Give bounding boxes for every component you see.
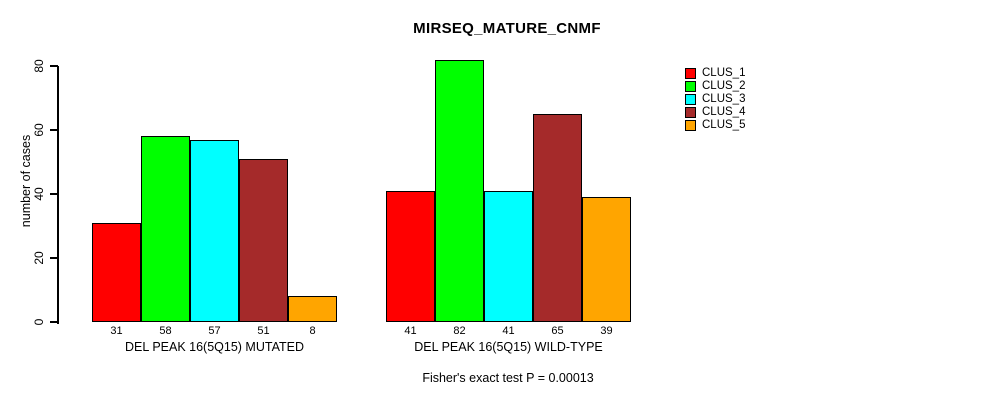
bar-value-label: 31 xyxy=(110,325,123,337)
legend-swatch-CLUS_5 xyxy=(685,120,696,131)
bar-value-label: 8 xyxy=(309,325,316,337)
bar-CLUS_3 xyxy=(190,139,239,322)
y-tick-label: 40 xyxy=(32,187,46,201)
legend-swatch-CLUS_1 xyxy=(685,68,696,79)
chart-title: MIRSEQ_MATURE_CNMF xyxy=(413,20,601,37)
bar-value-label: 51 xyxy=(257,325,270,337)
legend-label: CLUS_4 xyxy=(702,106,746,118)
legend-swatch-CLUS_2 xyxy=(685,81,696,92)
y-tick-label: 20 xyxy=(32,251,46,265)
legend: CLUS_1 CLUS_2 CLUS_3 CLUS_4 CLUS_5 xyxy=(685,67,745,132)
bar-CLUS_4 xyxy=(239,158,288,322)
legend-item: CLUS_4 xyxy=(685,106,745,119)
y-tick-label: 60 xyxy=(32,123,46,137)
legend-item: CLUS_3 xyxy=(685,93,745,106)
y-tick-mark xyxy=(50,65,58,67)
bar-CLUS_2 xyxy=(435,59,484,322)
bar-value-label: 41 xyxy=(404,325,417,337)
legend-label: CLUS_2 xyxy=(702,80,746,92)
bar-value-label: 39 xyxy=(600,325,613,337)
bar-CLUS_3 xyxy=(484,190,533,322)
bar-CLUS_4 xyxy=(533,114,582,322)
bar-value-label: 57 xyxy=(208,325,221,337)
bar-CLUS_5 xyxy=(288,296,337,322)
y-axis-label: number of cases xyxy=(19,134,33,228)
y-tick-mark xyxy=(50,129,58,131)
bar-CLUS_1 xyxy=(92,222,141,322)
y-tick-mark xyxy=(50,257,58,259)
legend-label: CLUS_1 xyxy=(702,67,746,79)
y-tick-mark xyxy=(50,193,58,195)
legend-item: CLUS_2 xyxy=(685,80,745,93)
bar-value-label: 41 xyxy=(502,325,515,337)
legend-label: CLUS_3 xyxy=(702,93,746,105)
y-tick-label: 80 xyxy=(32,59,46,73)
group-label: DEL PEAK 16(5Q15) WILD-TYPE xyxy=(414,340,603,354)
fisher-test-annotation: Fisher's exact test P = 0.00013 xyxy=(422,371,594,385)
legend-label: CLUS_5 xyxy=(702,119,746,131)
y-tick-label: 0 xyxy=(32,318,46,326)
legend-item: CLUS_1 xyxy=(685,67,745,80)
bar-value-label: 65 xyxy=(551,325,564,337)
bar-CLUS_1 xyxy=(386,190,435,322)
y-tick-mark xyxy=(50,321,58,323)
legend-swatch-CLUS_4 xyxy=(685,107,696,118)
bar-value-label: 82 xyxy=(453,325,466,337)
group-label: DEL PEAK 16(5Q15) MUTATED xyxy=(125,340,304,354)
legend-item: CLUS_5 xyxy=(685,119,745,132)
legend-swatch-CLUS_3 xyxy=(685,94,696,105)
bar-value-label: 58 xyxy=(159,325,172,337)
bar-CLUS_2 xyxy=(141,136,190,322)
y-axis-line xyxy=(57,66,59,324)
bar-CLUS_5 xyxy=(582,197,631,322)
